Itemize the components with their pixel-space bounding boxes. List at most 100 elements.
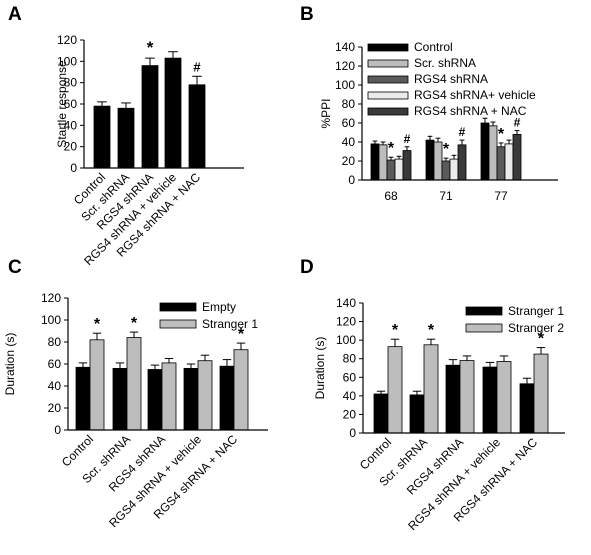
bar <box>164 57 182 169</box>
panel-d: D Duration (s) 0 20 40 60 80 100 120 140 * * * Co… <box>300 257 565 533</box>
y-tick-label: 120 <box>336 315 356 329</box>
y-tick-label: 140 <box>335 40 355 54</box>
bar <box>409 394 425 434</box>
legend-label: RGS4 shRNA + NAC <box>414 104 527 118</box>
y-tick-label: 80 <box>48 335 62 349</box>
bar <box>425 139 435 181</box>
y-tick-label: 100 <box>41 313 61 327</box>
bar <box>496 361 512 434</box>
bar <box>373 393 389 434</box>
significance-mark: * <box>388 140 395 157</box>
bar <box>441 160 451 181</box>
y-tick-label: 40 <box>342 135 356 149</box>
bar <box>394 158 404 181</box>
significance-mark: * <box>443 141 450 158</box>
bar <box>378 144 388 181</box>
axes-d <box>362 303 565 434</box>
significance-mark: # <box>514 116 521 130</box>
legend-d: Stranger 1 Stranger 2 <box>465 304 564 335</box>
legend-swatch <box>465 323 503 333</box>
y-tick-label: 60 <box>48 357 62 371</box>
bar <box>183 367 199 431</box>
y-tick-label: 140 <box>336 296 356 310</box>
y-tick-label: 60 <box>343 370 357 384</box>
y-tick-label: 60 <box>64 97 78 111</box>
y-tick-label: 120 <box>57 33 77 47</box>
y-tick-label: 0 <box>348 173 355 187</box>
y-tick-label: 20 <box>64 140 78 154</box>
y-tick-label: 80 <box>343 352 357 366</box>
bar <box>504 143 514 181</box>
y-tick-label: 100 <box>57 54 77 68</box>
y-tick-label: 80 <box>342 97 356 111</box>
legend-label: Stranger 2 <box>508 321 564 335</box>
y-tick-label: 0 <box>349 426 356 440</box>
significance-mark: * <box>238 326 245 343</box>
significance-mark: * <box>392 322 399 339</box>
legend-swatch <box>367 59 409 68</box>
y-tick-label: 120 <box>41 291 61 305</box>
bar <box>370 143 380 181</box>
significance-mark: * <box>498 126 505 143</box>
bar <box>519 383 535 434</box>
legend-label: RGS4 shRNA+ vehicle <box>414 88 536 102</box>
significance-mark: # <box>404 132 411 146</box>
bar <box>449 158 459 181</box>
legend-label: Control <box>414 40 453 54</box>
significance-mark: * <box>94 316 101 333</box>
legend-swatch <box>465 306 503 316</box>
y-tick-label: 60 <box>342 116 356 130</box>
y-tick-label: 100 <box>336 333 356 347</box>
bar <box>402 150 412 181</box>
bars-c: * * * <box>75 315 249 431</box>
y-tick-label: 0 <box>54 423 61 437</box>
bar <box>482 366 498 434</box>
legend-label: Empty <box>202 300 236 314</box>
bar <box>89 339 105 431</box>
y-axis-label-a: Startle response <box>55 60 69 148</box>
panel-label-b: B <box>300 4 314 25</box>
bar <box>480 122 490 181</box>
significance-mark: # <box>459 125 466 139</box>
bar <box>117 107 135 169</box>
y-tick-label: 80 <box>64 76 78 90</box>
significance-mark: * <box>147 38 154 57</box>
y-axis-label-c: Duration (s) <box>3 333 17 396</box>
legend-label: Stranger 1 <box>508 304 564 318</box>
significance-mark: * <box>538 331 545 348</box>
legend-b: Control Scr. shRNA RGS4 shRNA RGS4 shRNA+ v… <box>367 40 536 118</box>
y-tick-label: 40 <box>48 379 62 393</box>
bar <box>141 65 159 169</box>
y-tick-label: 40 <box>343 389 357 403</box>
y-ticks-c: 0 20 40 60 80 100 120 <box>41 291 68 437</box>
significance-mark: * <box>131 315 138 332</box>
bar <box>75 366 91 431</box>
legend-swatch <box>367 75 409 84</box>
legend-swatch <box>367 91 409 100</box>
y-tick-label: 20 <box>343 407 357 421</box>
panel-label-d: D <box>300 257 314 278</box>
bar <box>459 360 475 434</box>
bar <box>423 344 439 434</box>
y-ticks-a: 0 20 40 60 80 100 120 <box>57 33 84 175</box>
legend-swatch <box>159 319 197 329</box>
bars-d: * * * <box>373 322 549 434</box>
legend-label: RGS4 shRNA <box>414 72 488 86</box>
bar <box>445 364 461 434</box>
bar <box>433 141 443 181</box>
bar <box>233 349 249 431</box>
legend-label: Stranger 1 <box>202 317 258 331</box>
axes-a <box>83 40 244 169</box>
bar <box>496 146 506 181</box>
bar <box>533 353 549 434</box>
legend-label: Scr. shRNA <box>414 56 476 70</box>
bar <box>188 84 206 169</box>
bars-a: *# <box>93 38 206 169</box>
significance-mark: * <box>428 322 435 339</box>
panel-label-a: A <box>8 4 22 25</box>
bar <box>387 346 403 434</box>
